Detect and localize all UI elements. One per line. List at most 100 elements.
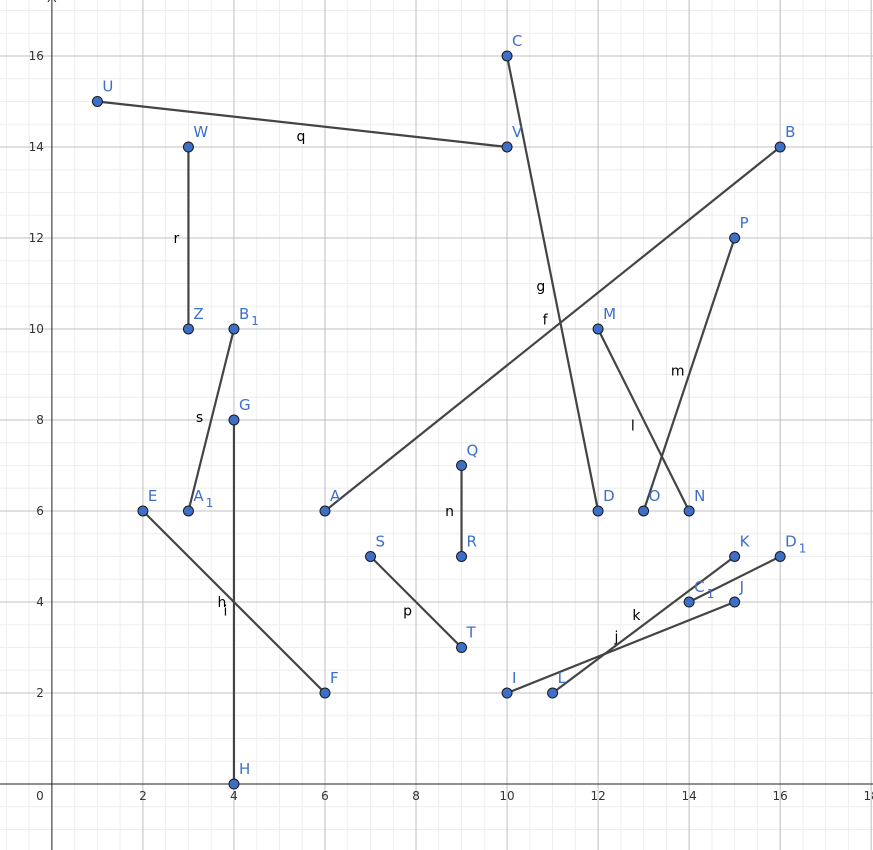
point-label: N [694, 487, 705, 505]
x-tick-label: 0 [36, 789, 44, 803]
x-tick-label: 12 [590, 789, 605, 803]
point [228, 323, 240, 335]
point [228, 414, 240, 426]
point-label-name: B [239, 305, 249, 323]
point [456, 459, 468, 471]
segment [97, 100, 508, 149]
x-tick-label: 14 [681, 789, 696, 803]
point-label-name: N [694, 487, 705, 505]
point-label-name: K [740, 533, 751, 551]
point [365, 551, 377, 563]
point-label: O [649, 487, 661, 505]
point-label-name: H [239, 760, 250, 778]
point-label-subscript: 1 [206, 496, 214, 510]
segment [642, 237, 736, 512]
point [683, 596, 695, 608]
x-tick-label: 4 [230, 789, 238, 803]
point-label: P [740, 214, 749, 232]
segment [142, 510, 326, 694]
segment [369, 555, 463, 649]
point [182, 505, 194, 517]
point-label: V [512, 123, 523, 141]
point-label-subscript: 1 [799, 542, 807, 556]
x-tick-label: 6 [321, 789, 329, 803]
y-tick-label: 10 [29, 322, 44, 336]
point-label: T [466, 624, 477, 642]
segment-label: m [671, 364, 685, 380]
point [182, 141, 194, 153]
point-label: H [239, 760, 250, 778]
segment-label: l [631, 418, 635, 434]
point [592, 323, 604, 335]
point-label: F [330, 669, 339, 687]
point-label: I [512, 669, 516, 687]
point [683, 505, 695, 517]
point [774, 141, 786, 153]
point-label-name: Z [193, 305, 203, 323]
segment-label: k [632, 608, 641, 624]
point-label: Q [467, 441, 479, 459]
segment [688, 555, 781, 603]
y-tick-label: 8 [36, 413, 44, 427]
point-label: M [603, 305, 616, 323]
x-tick-label: 18 [864, 789, 873, 803]
point [456, 642, 468, 654]
point-label-name: E [148, 487, 157, 505]
y-tick-label: 16 [29, 49, 44, 63]
point [91, 95, 103, 107]
point [456, 551, 468, 563]
point-label: D [603, 487, 615, 505]
point [501, 141, 513, 153]
segment-label: n [445, 504, 454, 520]
point-label: U [102, 77, 113, 95]
segment-label: f [543, 313, 549, 329]
y-tick-label: 14 [29, 140, 44, 154]
segment-label: r [174, 231, 180, 247]
point-label-name: Q [467, 441, 479, 459]
point [501, 687, 513, 699]
segment [597, 328, 691, 512]
y-tick-label: 12 [29, 231, 44, 245]
point-label-name: C [694, 578, 704, 596]
point [592, 505, 604, 517]
segment-label: h [218, 595, 227, 611]
point [228, 778, 240, 790]
segment [505, 55, 600, 512]
point-label-name: A [330, 487, 341, 505]
point-label-name: U [102, 77, 113, 95]
point-label-subscript: 1 [251, 314, 259, 328]
point-label-name: B [785, 123, 795, 141]
segment-label: i [224, 603, 228, 619]
point-label: B [785, 123, 795, 141]
point-label-name: V [512, 123, 523, 141]
point [729, 232, 741, 244]
point-label: G [239, 396, 251, 414]
point-label-name: W [193, 123, 208, 141]
segment-label: j [613, 629, 618, 645]
segment [324, 146, 781, 512]
point [319, 687, 331, 699]
point-label: W [193, 123, 208, 141]
point-label-name: L [558, 669, 567, 687]
x-tick-label: 8 [412, 789, 420, 803]
point-label-name: J [739, 578, 744, 596]
point-label-name: T [466, 624, 477, 642]
point [774, 551, 786, 563]
point [501, 50, 513, 62]
point-label: R [467, 533, 477, 551]
point [729, 551, 741, 563]
segment [187, 328, 236, 512]
point-label: E [148, 487, 157, 505]
point-label-name: R [467, 533, 477, 551]
y-tick-label: 4 [36, 595, 44, 609]
point-label: Z [193, 305, 203, 323]
segment-label: g [536, 279, 545, 295]
point-label-name: M [603, 305, 616, 323]
point-label: L [558, 669, 567, 687]
point-label: J [739, 578, 744, 596]
point-label: S [376, 533, 386, 551]
